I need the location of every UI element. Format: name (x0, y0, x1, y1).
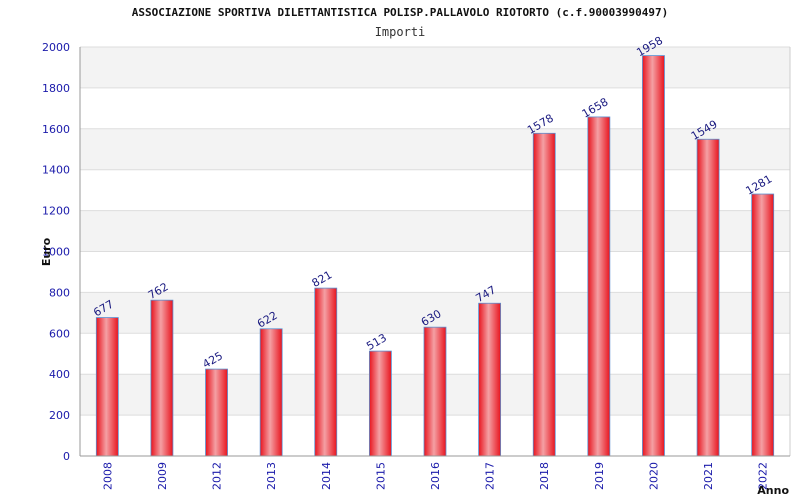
x-tick-label: 2021 (702, 462, 715, 490)
x-axis: 2008 2009 2012 2013 2014 2015 2016 2017 2018 2019… (80, 455, 790, 490)
y-tick-label: 600 (49, 327, 70, 340)
plot-band (80, 47, 790, 88)
plot-band (80, 169, 790, 211)
y-tick-label: 1600 (42, 123, 70, 136)
x-tick-label: 2018 (538, 462, 551, 490)
x-tick-label: 2015 (374, 462, 387, 490)
plot-band (80, 251, 790, 293)
chart-subtitle: Importi (374, 25, 426, 39)
plot-band (80, 210, 790, 252)
bar (751, 193, 775, 457)
plot-band (80, 87, 790, 129)
y-tick-label: 1000 (42, 246, 70, 259)
x-tick-label: 2014 (320, 462, 333, 490)
y-tick-label: 1400 (42, 164, 70, 177)
x-tick-label: 2008 (101, 462, 114, 490)
bar (642, 55, 665, 457)
x-tick-label: 2019 (593, 462, 606, 490)
x-tick-label: 2012 (211, 462, 224, 490)
bar (95, 317, 119, 457)
bar (150, 299, 174, 457)
y-tick-label: 0 (63, 450, 70, 463)
bar (314, 287, 338, 457)
x-tick-label: 2020 (647, 462, 660, 490)
x-tick-label: 2017 (484, 462, 497, 490)
bar (696, 138, 720, 457)
bar (205, 368, 228, 457)
bar (587, 116, 611, 457)
x-tick-label: 2009 (156, 462, 169, 490)
bar (259, 328, 283, 457)
bar-series (95, 55, 775, 457)
x-tick-label: 2022 (757, 462, 770, 490)
y-tick-label: 1800 (42, 82, 70, 95)
bar (368, 350, 392, 457)
chart-title: ASSOCIAZIONE SPORTIVA DILETTANTISTICA PO… (131, 6, 669, 19)
x-tick-label: 2013 (265, 462, 278, 490)
bar (423, 326, 447, 457)
plot-band (80, 128, 790, 170)
y-tick-label: 800 (49, 286, 70, 299)
y-tick-label: 2000 (42, 41, 70, 54)
y-tick-label: 1200 (42, 205, 70, 218)
plot-band (80, 292, 790, 334)
y-axis: 0 200 400 600 800 1000 1200 1400 1600 1800 2000 (42, 41, 791, 463)
y-tick-label: 400 (49, 368, 70, 381)
y-tick-label: 200 (49, 409, 70, 422)
bar (532, 132, 556, 457)
y-axis-label: Euro (40, 237, 53, 266)
bar (478, 302, 502, 457)
x-tick-label: 2016 (429, 462, 442, 490)
x-axis-label: Anno (757, 484, 789, 497)
